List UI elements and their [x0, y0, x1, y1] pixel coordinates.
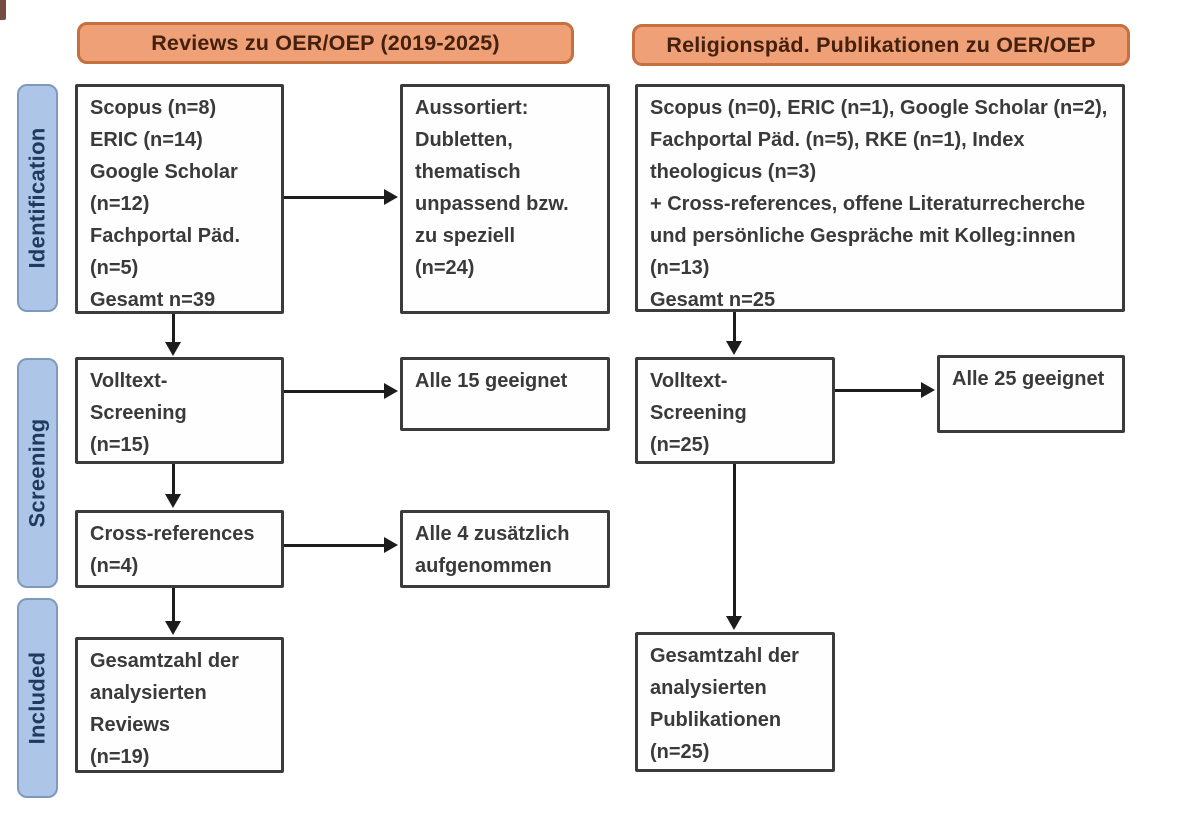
arrow-right-identification-to-fulltext [726, 312, 742, 355]
box-left-crossreferences: Cross-references (n=4) [75, 510, 284, 588]
stage-label-included: Included [17, 598, 58, 798]
box-right-identification-sources: Scopus (n=0), ERIC (n=1), Google Scholar… [635, 84, 1125, 312]
box-right-fulltext-result: Alle 25 geeignet [937, 355, 1125, 433]
stage-label-identification-text: Identification [24, 127, 50, 269]
box-left-fulltext-result: Alle 15 geeignet [400, 357, 610, 431]
stage-label-screening: Screening [17, 358, 58, 588]
arrow-left-fulltext-to-result [284, 383, 398, 399]
box-left-crossref-result: Alle 4 zusätzlich aufgenommen [400, 510, 610, 588]
box-left-excluded: Aussortiert: Dubletten, thematisch unpas… [400, 84, 610, 314]
arrow-left-identification-to-excluded [284, 189, 398, 205]
scan-artifact-mark [0, 0, 6, 20]
box-right-fulltext-screening: Volltext- Screening (n=25) [635, 357, 835, 464]
arrow-left-crossref-to-result [284, 537, 398, 553]
box-left-identification-sources: Scopus (n=8) ERIC (n=14) Google Scholar … [75, 84, 284, 314]
arrow-left-identification-to-fulltext [165, 314, 181, 356]
box-left-fulltext-screening: Volltext- Screening (n=15) [75, 357, 284, 464]
column-header-religionspaed: Religionspäd. Publikationen zu OER/OEP [632, 24, 1130, 66]
arrow-left-crossref-to-included [165, 588, 181, 635]
stage-label-identification: Identification [17, 84, 58, 312]
arrow-right-fulltext-to-included [726, 464, 742, 630]
stage-label-included-text: Included [24, 651, 50, 745]
box-right-included-total: Gesamtzahl der analysierten Publikatione… [635, 632, 835, 772]
column-header-reviews: Reviews zu OER/OEP (2019-2025) [77, 22, 574, 64]
arrow-left-fulltext-to-crossref [165, 464, 181, 508]
arrow-right-fulltext-to-result [835, 382, 935, 398]
stage-label-screening-text: Screening [24, 418, 50, 528]
box-left-included-total: Gesamtzahl der analysierten Reviews (n=1… [75, 637, 284, 773]
